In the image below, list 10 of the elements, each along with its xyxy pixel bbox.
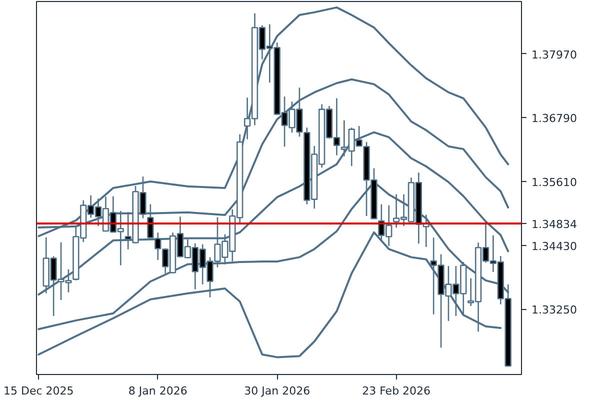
y-tick-label: 1.37970 — [532, 48, 577, 62]
x-tick-label: 23 Feb 2026 — [362, 384, 431, 398]
y-tick-label: 1.33250 — [532, 304, 577, 317]
x-tick-label: 8 Jan 2026 — [128, 384, 188, 398]
y-tick-label: 1.35610 — [532, 176, 577, 190]
ref-line-label: 1.34834 — [532, 218, 577, 231]
y-tick-label: 1.36790 — [532, 112, 577, 126]
x-tick-label: 15 Dec 2025 — [4, 384, 74, 398]
x-tick-label: 30 Jan 2026 — [244, 384, 310, 398]
y-tick-label: 1.34430 — [532, 240, 577, 253]
